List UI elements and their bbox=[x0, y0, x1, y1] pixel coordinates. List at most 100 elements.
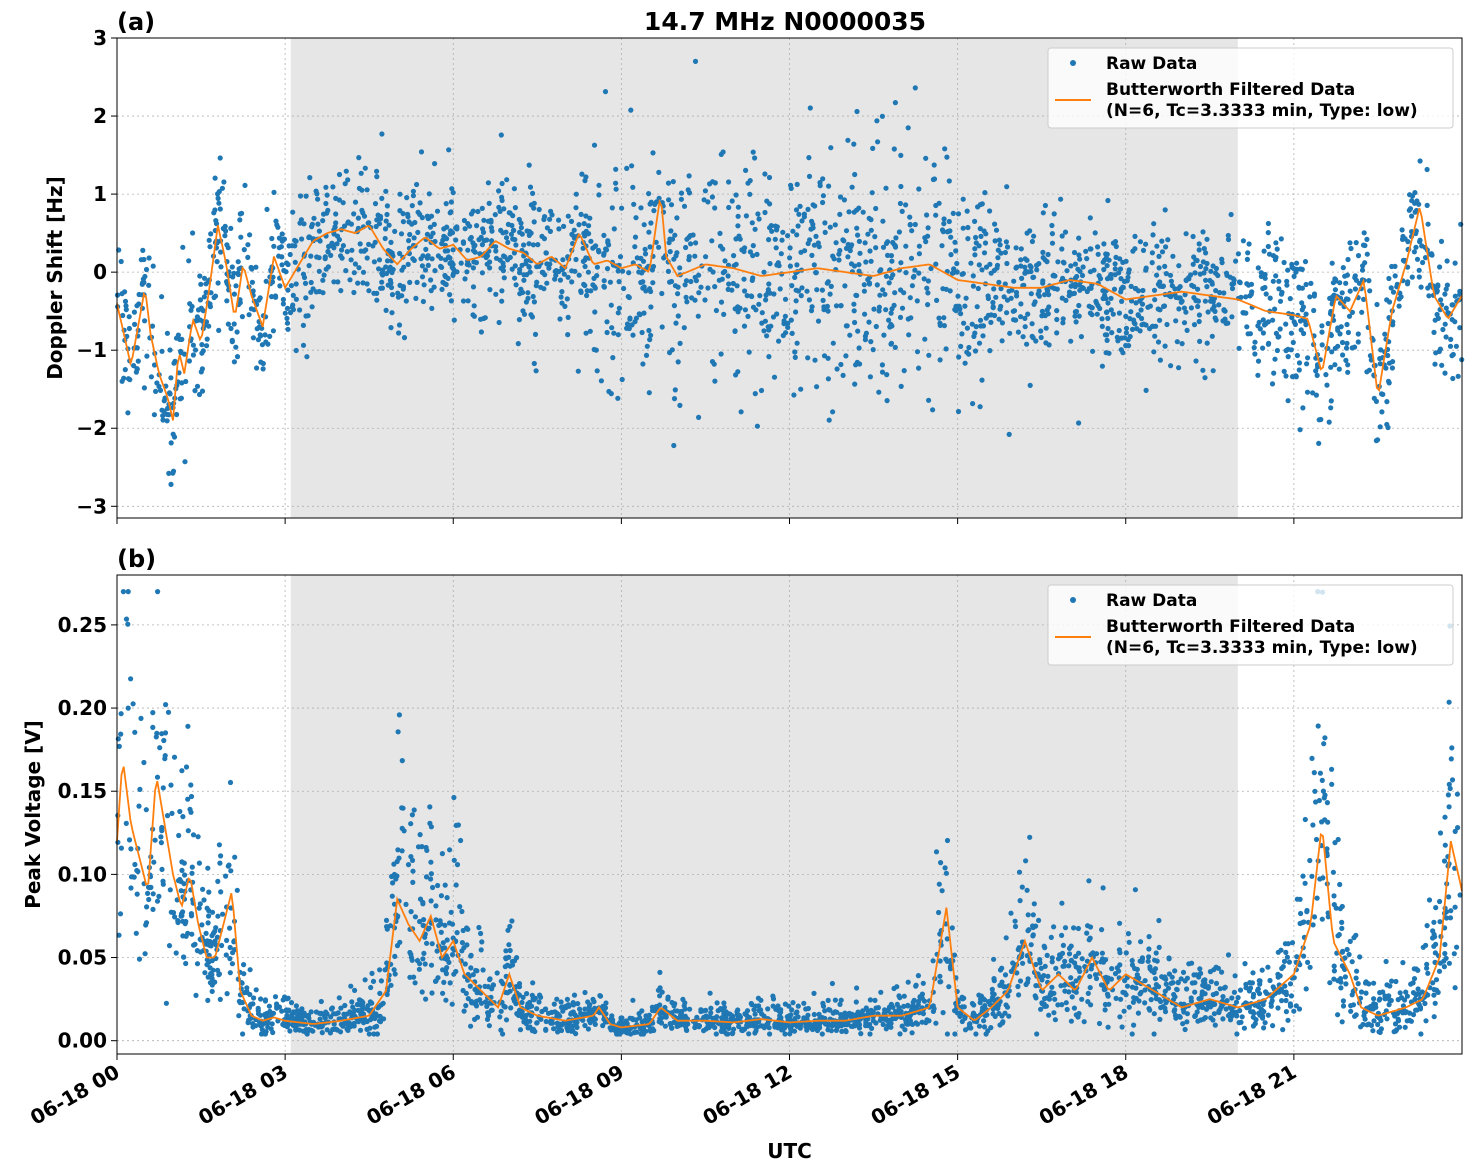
raw-data-point bbox=[992, 238, 998, 244]
raw-data-point bbox=[981, 250, 988, 256]
raw-data-point bbox=[221, 179, 227, 185]
raw-data-point bbox=[1111, 286, 1118, 292]
raw-data-point bbox=[1112, 239, 1119, 245]
raw-data-point bbox=[1093, 298, 1099, 304]
raw-data-point bbox=[190, 352, 196, 358]
raw-data-point bbox=[794, 340, 800, 346]
raw-data-point bbox=[1023, 858, 1029, 864]
raw-data-point bbox=[1285, 398, 1291, 404]
raw-data-point bbox=[525, 290, 531, 296]
raw-data-point bbox=[185, 930, 191, 936]
raw-data-point bbox=[1018, 301, 1024, 307]
raw-data-point bbox=[1038, 328, 1044, 334]
raw-data-point bbox=[643, 352, 650, 358]
raw-data-point bbox=[857, 361, 863, 367]
raw-data-point bbox=[471, 303, 477, 309]
raw-data-point bbox=[228, 325, 234, 332]
raw-data-point bbox=[428, 871, 434, 877]
raw-data-point bbox=[205, 920, 211, 926]
raw-data-point bbox=[125, 589, 131, 595]
raw-data-point bbox=[1294, 896, 1300, 902]
raw-data-point bbox=[1310, 822, 1316, 828]
raw-data-point bbox=[1450, 375, 1456, 382]
raw-data-point bbox=[1301, 953, 1307, 959]
raw-data-point bbox=[395, 847, 401, 853]
raw-data-point bbox=[157, 387, 164, 393]
raw-data-point bbox=[1013, 317, 1019, 323]
raw-data-point bbox=[1220, 1016, 1226, 1022]
raw-data-point bbox=[1284, 282, 1290, 288]
raw-data-point bbox=[377, 1013, 383, 1019]
raw-data-point bbox=[471, 1000, 477, 1006]
raw-data-point bbox=[1028, 942, 1034, 948]
raw-data-point bbox=[168, 782, 174, 788]
raw-data-point bbox=[1336, 366, 1342, 372]
raw-data-point bbox=[391, 861, 397, 867]
raw-data-point bbox=[1205, 984, 1212, 990]
raw-data-point bbox=[189, 931, 195, 937]
raw-data-point bbox=[1234, 1031, 1240, 1037]
raw-data-point bbox=[360, 280, 366, 286]
raw-data-point bbox=[751, 1007, 757, 1013]
raw-data-point bbox=[333, 211, 339, 217]
raw-data-point bbox=[520, 289, 526, 296]
raw-data-point bbox=[675, 359, 681, 365]
raw-data-point bbox=[1026, 927, 1032, 933]
raw-data-point bbox=[1042, 945, 1048, 951]
raw-data-point bbox=[287, 251, 293, 258]
raw-data-point bbox=[631, 1030, 637, 1036]
raw-data-point bbox=[398, 231, 405, 237]
raw-data-point bbox=[1152, 976, 1158, 982]
raw-data-point bbox=[1431, 943, 1437, 949]
raw-data-point bbox=[383, 218, 389, 224]
raw-data-point bbox=[197, 317, 203, 323]
raw-data-point bbox=[793, 298, 799, 304]
raw-data-point bbox=[1255, 265, 1261, 271]
raw-data-point bbox=[880, 287, 886, 293]
raw-data-point bbox=[1031, 901, 1037, 907]
raw-data-point bbox=[1319, 329, 1325, 335]
raw-data-point bbox=[249, 279, 255, 285]
raw-data-point bbox=[449, 186, 455, 192]
raw-data-point bbox=[843, 245, 850, 251]
raw-data-point bbox=[339, 247, 345, 253]
raw-data-point bbox=[421, 282, 427, 288]
raw-data-point bbox=[1291, 975, 1297, 981]
raw-data-point bbox=[431, 284, 437, 290]
raw-data-point bbox=[903, 270, 909, 276]
raw-data-point bbox=[1191, 322, 1198, 328]
raw-data-point bbox=[531, 205, 537, 211]
raw-data-point bbox=[924, 285, 930, 291]
raw-data-point bbox=[1415, 967, 1421, 973]
raw-data-point bbox=[347, 277, 353, 283]
raw-data-point bbox=[449, 1001, 455, 1007]
raw-data-point bbox=[845, 254, 851, 260]
raw-data-point bbox=[1270, 253, 1276, 259]
raw-data-point bbox=[498, 265, 504, 271]
raw-data-point bbox=[185, 796, 191, 802]
raw-data-point bbox=[231, 270, 237, 276]
raw-data-point bbox=[626, 270, 632, 276]
raw-data-point bbox=[217, 206, 223, 212]
raw-data-point bbox=[132, 321, 138, 327]
raw-data-point bbox=[1346, 951, 1352, 958]
raw-data-point bbox=[1289, 374, 1296, 380]
raw-data-point bbox=[829, 980, 836, 987]
raw-data-point bbox=[448, 209, 454, 215]
raw-data-point bbox=[1313, 368, 1319, 374]
raw-data-point bbox=[931, 176, 938, 182]
raw-data-point bbox=[1454, 944, 1460, 950]
raw-data-point bbox=[1007, 330, 1013, 336]
raw-data-point bbox=[687, 1006, 693, 1012]
raw-data-point bbox=[503, 235, 510, 241]
raw-data-point bbox=[874, 118, 880, 124]
raw-data-point bbox=[1053, 965, 1059, 972]
raw-data-point bbox=[573, 205, 579, 211]
raw-data-point bbox=[1070, 981, 1076, 987]
raw-data-point bbox=[1042, 313, 1048, 319]
raw-data-point bbox=[546, 265, 552, 271]
raw-data-point bbox=[1110, 311, 1116, 317]
raw-data-point bbox=[313, 1009, 319, 1015]
raw-data-point bbox=[905, 125, 911, 131]
raw-data-point bbox=[1251, 991, 1257, 997]
